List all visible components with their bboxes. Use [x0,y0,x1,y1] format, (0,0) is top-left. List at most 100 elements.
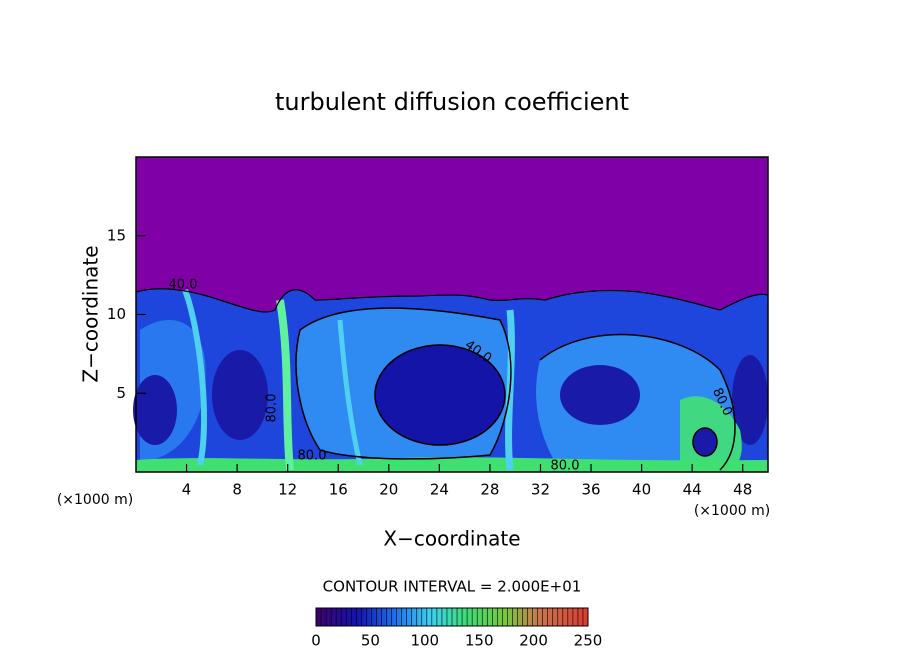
colorbar-swatch [355,608,359,626]
colorbar-tick-label: 200 [519,632,548,650]
colorbar-swatch [479,608,483,626]
colorbar-swatch [542,608,546,626]
colorbar-swatch [566,608,571,626]
x-tick-label: 28 [480,481,499,499]
colorbar-swatch [337,608,341,626]
x-tick-label: 36 [581,481,600,499]
colorbar-swatch [485,608,489,626]
colorbar-swatch [548,608,553,626]
x-axis-label: X−coordinate [383,527,520,551]
colorbar-swatch [461,608,465,626]
colorbar-swatch [328,608,332,626]
colorbar-swatch [400,608,404,626]
colorbar-swatch [352,608,356,626]
colorbar-swatch [536,608,540,626]
colorbar-swatch [394,608,398,626]
contour-label: 80.0 [298,449,327,464]
colorbar-swatch [382,608,386,626]
colorbar-tick-label: 100 [410,632,439,650]
colorbar-swatch [569,608,574,626]
colorbar-swatch [506,608,510,626]
colorbar-swatch [539,608,543,626]
colorbar-tick-label: 0 [311,632,321,650]
colorbar-swatch [467,608,471,626]
colorbar-swatch [452,608,456,626]
colorbar-swatch [464,608,468,626]
colorbar-swatch [497,608,501,626]
colorbar-swatch [584,608,589,626]
colorbar-swatch [470,608,474,626]
colorbar-swatch [521,608,525,626]
colorbar-swatch [581,608,586,626]
colorbar-swatch [403,608,407,626]
colorbar-swatch [436,608,441,626]
colorbar-swatch [373,608,377,626]
colorbar-swatch [512,608,516,626]
colorbar-swatch [397,608,401,626]
colorbar-swatch [388,608,392,626]
colorbar-swatch [316,608,320,626]
colorbar-swatch [503,608,507,626]
colorbar-swatch [415,608,420,626]
colorbar-swatch [527,608,531,626]
colorbar-swatch [476,608,480,626]
colorbar-swatch [455,608,459,626]
colorbar-swatch [524,608,528,626]
x-unit-label: (×1000 m) [57,492,133,508]
colorbar-tick-label: 50 [361,632,380,650]
colorbar-swatch [551,608,556,626]
colorbar-swatch [370,608,374,626]
colorbar-swatch [482,608,486,626]
contour-label: 80.0 [551,459,580,474]
colorbar-swatch [340,608,344,626]
colorbar-swatch [560,608,565,626]
colorbar: 0 50 100 150 200 250 [311,607,602,650]
colorbar-frame [315,607,589,627]
x-tick-label: 4 [182,481,192,499]
colorbar-swatch [500,608,504,626]
colorbar-swatch [427,608,432,626]
colorbar-swatch [430,608,435,626]
colorbar-swatch [391,608,395,626]
colorbar-tick-label: 150 [465,632,494,650]
x-tick-label: 48 [733,481,752,499]
x-tick-label: 40 [632,481,651,499]
colorbar-swatch [319,608,323,626]
colorbar-swatch [349,608,353,626]
colorbar-swatch [575,608,580,626]
x-tick-label: 8 [232,481,242,499]
colorbar-swatch [442,608,447,626]
y-tick-label: 15 [107,226,126,244]
colorbar-swatch [412,608,417,626]
contour-label: 80.0 [265,394,280,423]
colorbar-swatch [376,608,380,626]
colorbar-swatch [361,608,365,626]
x-tick-label: 12 [278,481,297,499]
x-tick-label: 32 [531,481,550,499]
y-tick-label: 5 [116,384,126,402]
colorbar-swatch [379,608,383,626]
colorbar-swatch [515,608,519,626]
colorbar-swatch [509,608,513,626]
colorbar-swatch [557,608,562,626]
x-tick-label: 20 [379,481,398,499]
chart-title: turbulent diffusion coefficient [275,88,629,116]
colorbar-swatch [322,608,326,626]
colorbar-swatch [424,608,429,626]
colorbar-swatch [439,608,444,626]
colorbar-swatch [491,608,495,626]
colorbar-swatch [334,608,338,626]
contour-interval: CONTOUR INTERVAL = 2.000E+01 [323,578,582,596]
colorbar-swatch [563,608,568,626]
colorbar-swatch [343,608,347,626]
colorbar-swatch [358,608,362,626]
colorbar-swatch [445,608,450,626]
colorbar-swatch [421,608,426,626]
colorbar-swatch [533,608,537,626]
colorbar-swatch [494,608,498,626]
colorbar-swatch [578,608,583,626]
colorbar-swatch [530,608,534,626]
colorbar-swatch [518,608,522,626]
colorbar-swatch [367,608,371,626]
